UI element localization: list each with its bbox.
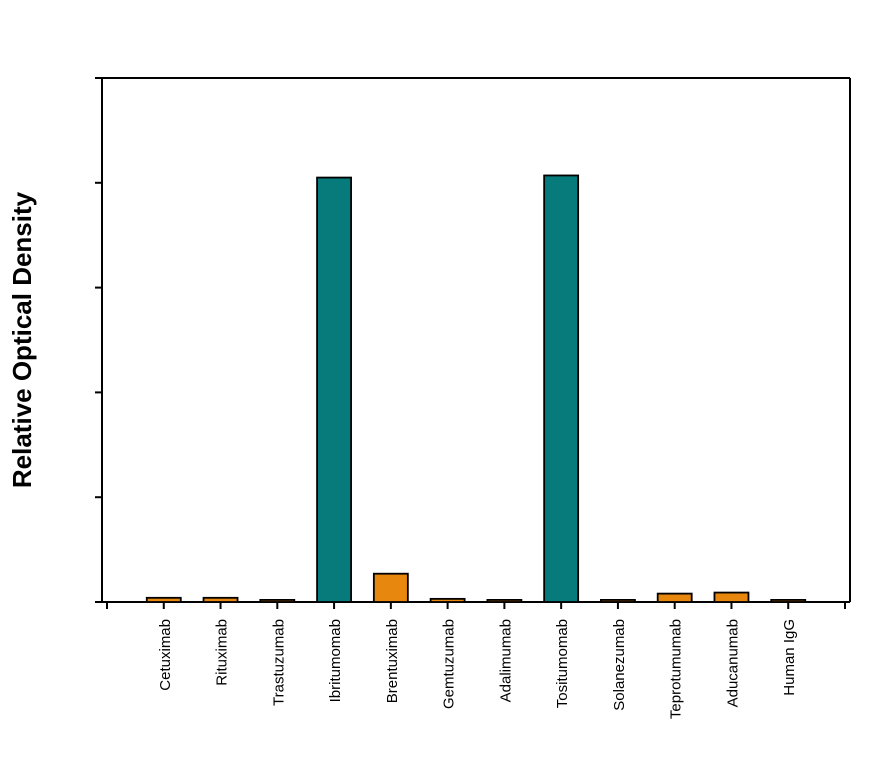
x-tick-label: Human IgG <box>781 619 798 696</box>
bar-aducanumab <box>713 591 750 603</box>
bar-ibritumomab <box>316 176 352 603</box>
y-axis-ticks <box>95 77 102 603</box>
x-tick-label: Rituximab <box>214 619 231 686</box>
x-tick-label: Ibritumomab <box>327 619 344 702</box>
bar-human-igg <box>770 599 807 603</box>
bar-rituximab <box>202 596 239 603</box>
x-tick-label: Tositumomab <box>554 619 571 708</box>
plot-frame <box>95 77 851 603</box>
bar-brentuximab <box>372 572 409 603</box>
x-tick-label: Aducanumab <box>724 619 741 707</box>
x-tick-label: Brentuximab <box>384 619 401 703</box>
x-tick-label: Teprotumumab <box>668 619 685 719</box>
x-tick-label: Trastuzumab <box>270 619 287 706</box>
x-tick-label: Solanezumab <box>611 619 628 711</box>
bar-solanezumab <box>600 599 636 603</box>
bar-trastuzumab <box>259 599 296 603</box>
bar-gemtuzumab <box>429 597 466 603</box>
bar-cetuximab <box>145 596 182 603</box>
x-tick-label: Cetuximab <box>157 619 174 691</box>
bar-teprotumumab <box>656 592 693 603</box>
y-axis-label: Relative Optical Density <box>7 191 37 488</box>
bar-tositumomab <box>543 174 580 603</box>
x-tick-label: Adalimumab <box>497 619 514 702</box>
x-axis-ticks: Cetuximab Rituximab Trastuzumab Ibritumomab… <box>106 602 846 719</box>
x-tick-label: Gemtuzumab <box>441 619 458 709</box>
bar-adalimumab <box>486 599 523 603</box>
bars <box>145 174 807 603</box>
